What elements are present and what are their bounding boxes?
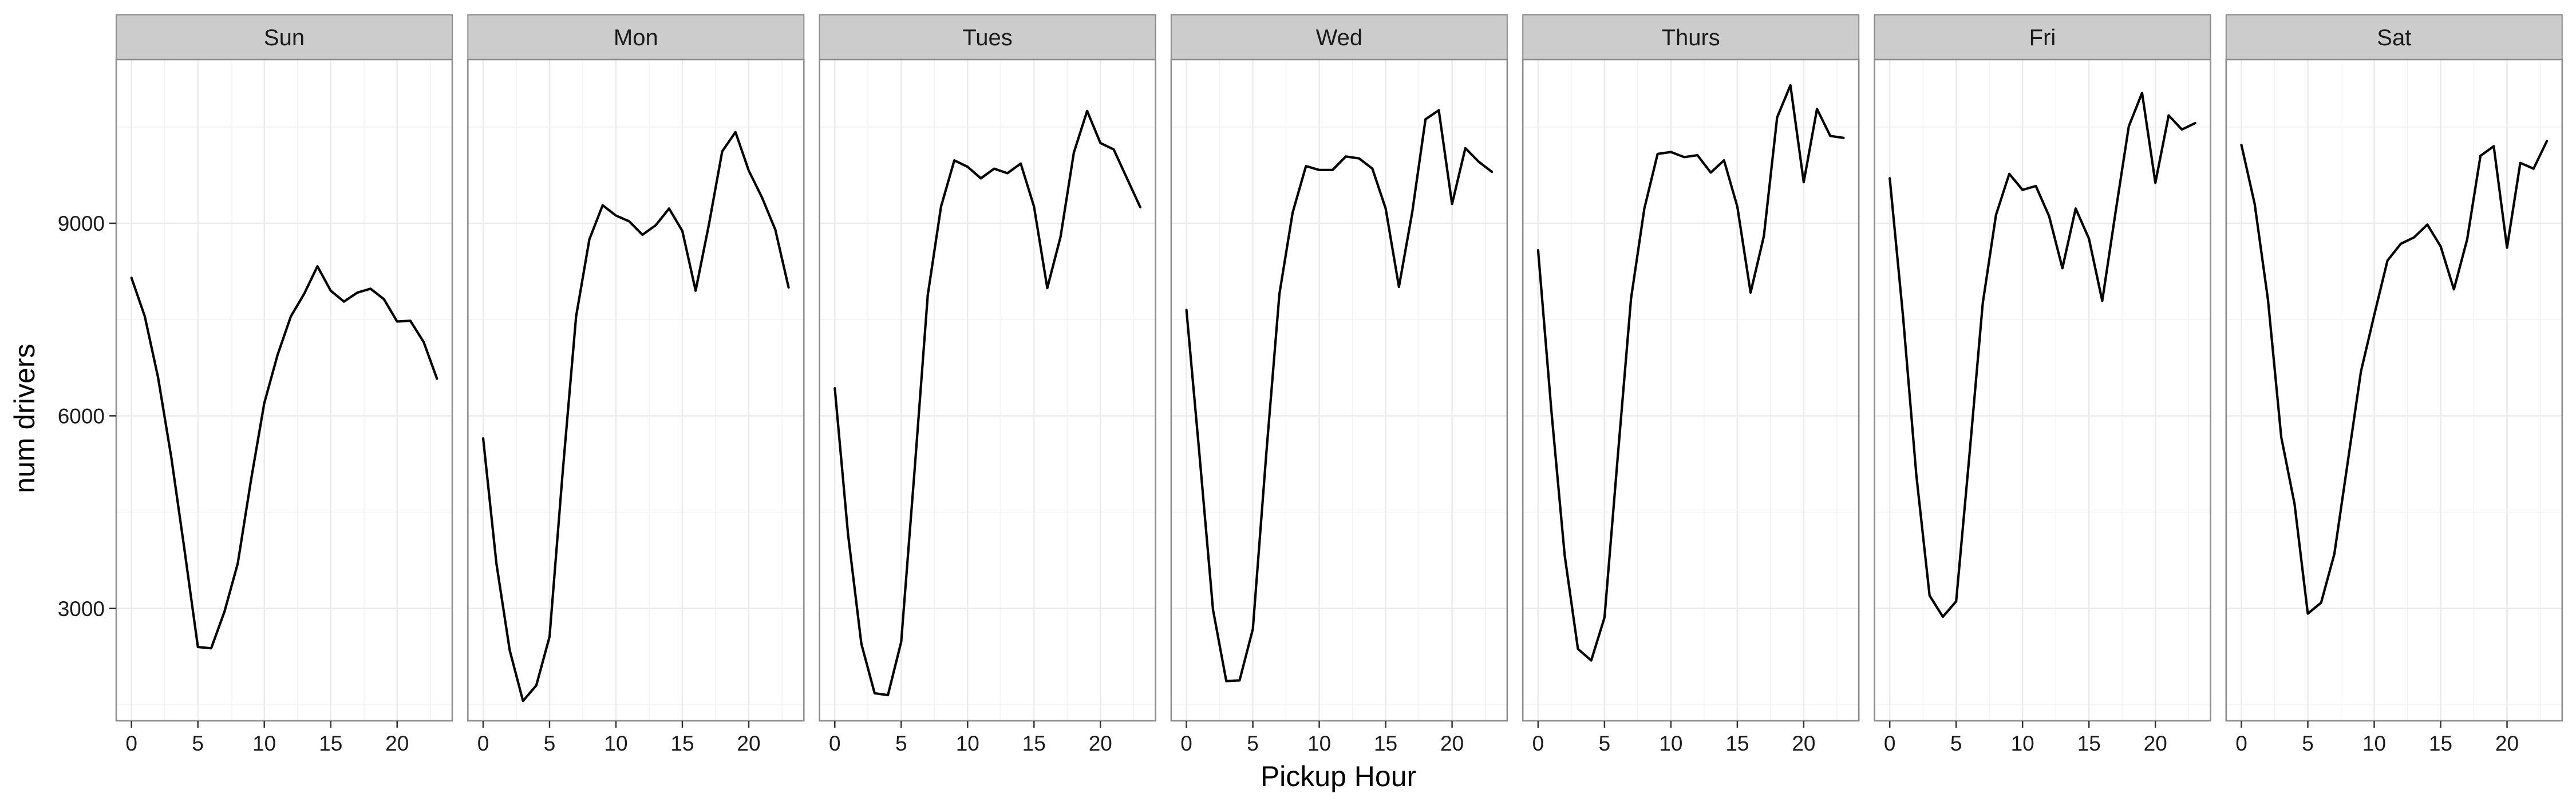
x-tick-label: 10	[2011, 732, 2034, 755]
x-tick-label: 10	[252, 732, 276, 755]
y-tick-label: 9000	[58, 212, 105, 235]
facet-strip-label: Tues	[962, 25, 1012, 50]
x-tick-label: 0	[829, 732, 841, 755]
x-tick-label: 5	[2302, 732, 2314, 755]
x-tick-label: 20	[385, 732, 409, 755]
facet-strip-label: Fri	[2029, 25, 2056, 50]
data-line-fri	[1888, 92, 2196, 618]
x-tick-label: 20	[1792, 732, 1815, 755]
x-tick-label: 5	[192, 732, 204, 755]
x-tick-label: 5	[895, 732, 907, 755]
facet-panel-thurs: Thurs 0 5 10 15 20	[1522, 14, 1860, 755]
panel-border	[1874, 58, 2211, 722]
plot-background	[819, 60, 1156, 721]
data-line-thurs	[1536, 84, 1845, 662]
facet-panel-fri: Fri 0 5 10 15 20	[1874, 14, 2211, 755]
facet-strip	[1170, 14, 1508, 60]
x-tick-label: 20	[2495, 732, 2519, 755]
x-tick-label: 0	[477, 732, 489, 755]
x-tick-label: 5	[1247, 732, 1259, 755]
y-tick-label: 3000	[58, 597, 105, 621]
facet-strip-label: Thurs	[1662, 25, 1720, 50]
x-tick-label: 0	[1180, 732, 1192, 755]
facet-strip-label: Wed	[1316, 25, 1363, 50]
data-line-tues	[833, 109, 1142, 697]
x-tick-label: 20	[737, 732, 760, 755]
x-tick-label: 15	[1725, 732, 1749, 755]
x-tick-label: 15	[1374, 732, 1397, 755]
plot-background	[2226, 60, 2562, 721]
x-tick-label: 5	[1950, 732, 1962, 755]
facet-panel-sun: Sun 0 5 10 15 20	[115, 14, 453, 755]
x-tick-label: 10	[1659, 732, 1682, 755]
x-tick-label: 15	[319, 732, 342, 755]
x-tick-label: 15	[2429, 732, 2452, 755]
x-axis-title: Pickup Hour	[1261, 760, 1416, 792]
facet-strip	[1874, 14, 2211, 60]
data-line-sat	[2240, 140, 2549, 615]
x-tick-label: 10	[2362, 732, 2386, 755]
facet-strip	[819, 14, 1156, 60]
facet-strip	[116, 14, 453, 60]
plot-background	[468, 60, 804, 721]
x-tick-label: 5	[1599, 732, 1611, 755]
facet-panel-sat: Sat 0 5 10 15 20	[2225, 14, 2563, 755]
x-tick-label: 15	[2077, 732, 2101, 755]
plot-background	[116, 60, 452, 721]
facet-panel-mon: Mon 0 5 10 15 20	[467, 14, 805, 755]
x-tick-label: 5	[544, 732, 556, 755]
x-tick-label: 20	[1089, 732, 1112, 755]
data-line-sun	[130, 265, 438, 650]
x-tick-label: 0	[2235, 732, 2247, 755]
facet-strip	[1522, 14, 1860, 60]
facet-panel-wed: Wed 0 5 10 15 20	[1170, 14, 1508, 755]
x-tick-label: 10	[604, 732, 627, 755]
x-tick-label: 20	[1440, 732, 1464, 755]
y-axis-title: num drivers	[9, 344, 41, 493]
facet-panel-tues: Tues 0 5 10 15 20	[819, 14, 1156, 755]
x-tick-label: 20	[2144, 732, 2167, 755]
panel-border	[467, 58, 805, 722]
panel-border	[1170, 58, 1508, 722]
panel-border	[2225, 58, 2563, 722]
x-tick-label: 0	[1884, 732, 1896, 755]
x-tick-label: 0	[125, 732, 137, 755]
y-axis: 3000 6000 9000	[58, 212, 116, 621]
x-tick-label: 15	[670, 732, 694, 755]
panel-border	[115, 58, 453, 722]
facet-strip-label: Mon	[614, 25, 658, 50]
x-tick-label: 15	[1022, 732, 1046, 755]
plot-background	[1171, 60, 1507, 721]
data-line-mon	[481, 131, 790, 703]
x-tick-label: 0	[1532, 732, 1544, 755]
facet-strip	[467, 14, 805, 60]
x-tick-label: 10	[1307, 732, 1331, 755]
x-tick-label: 10	[956, 732, 979, 755]
panel-border	[819, 58, 1156, 722]
y-tick-label: 6000	[58, 404, 105, 428]
panel-border	[1522, 58, 1860, 722]
facet-strip-label: Sun	[264, 25, 305, 50]
facet-strip-label: Sat	[2377, 25, 2411, 50]
facet-panels: Sun 0 5 10 15 20 Mon 0 5 10 15 20 Tues 0 5 10 15 20 Wed 0 5 1…	[115, 14, 2563, 755]
data-line-wed	[1185, 109, 1494, 682]
